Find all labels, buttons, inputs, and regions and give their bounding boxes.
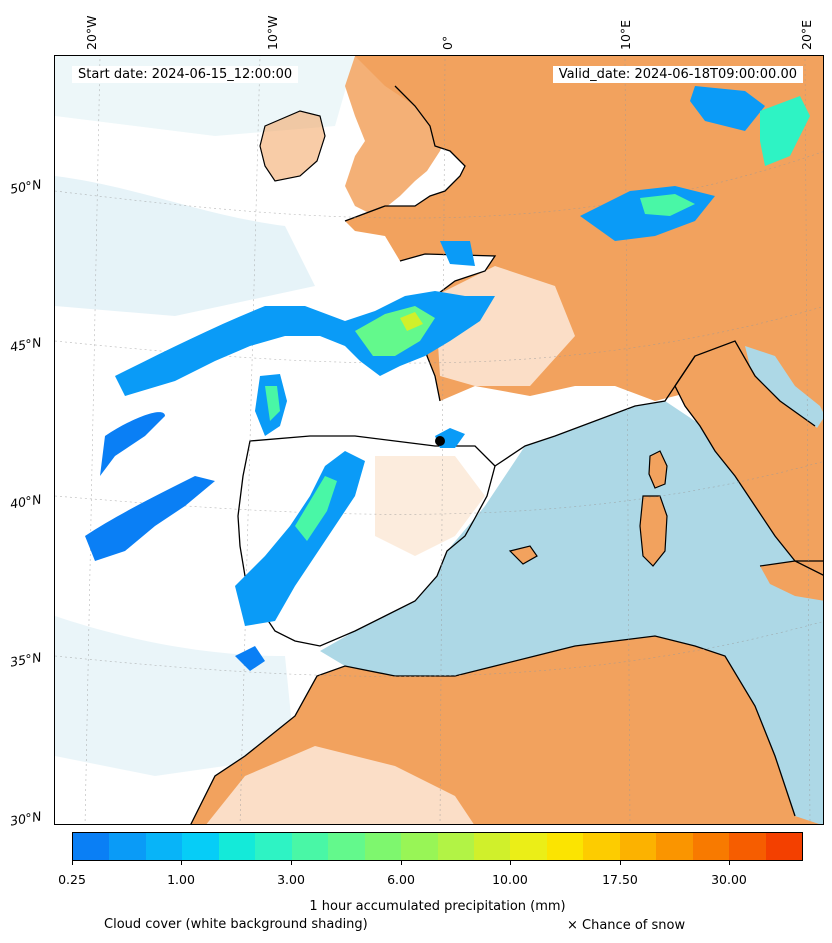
- lat-label-35n: 35°N: [8, 649, 43, 670]
- start-date-label: Start date: 2024-06-15_12:00:00: [72, 66, 299, 83]
- colorbar-swatch-16: [656, 833, 693, 860]
- precip-band-france-north: [440, 241, 475, 266]
- snow-chance-legend: × Chance of snow: [567, 918, 686, 933]
- precip-core-iberia: [295, 476, 337, 541]
- precip-core-galicia: [265, 386, 280, 421]
- lat-label-40n: 40°N: [8, 491, 43, 512]
- lon-label-10w: 10°W: [265, 15, 280, 50]
- precip-band-north-sea: [690, 86, 765, 131]
- valid-date-label: Valid_date: 2024-06-18T09:00:00.00: [552, 66, 803, 83]
- colorbar-swatch-11: [473, 833, 511, 860]
- lat-label-45n: 45°N: [8, 334, 43, 355]
- colorbar-swatch-5: [255, 833, 292, 860]
- colorbar-swatch-15: [619, 833, 657, 860]
- atlantic-cloud-shading: [55, 176, 315, 316]
- precip-band-morocco-coast: [235, 646, 265, 671]
- lon-label-10e: 10°E: [618, 19, 633, 50]
- britain-land: [345, 56, 455, 216]
- lon-label-0: 0°: [440, 35, 455, 50]
- precipitation-colorbar: [72, 832, 803, 861]
- colorbar-tick-label: 30.00: [711, 872, 747, 887]
- colorbar-swatch-19: [765, 833, 803, 860]
- colorbar-tickmark: [291, 861, 292, 865]
- sahara-cloud-shading: [206, 746, 474, 824]
- colorbar-tickmark: [72, 861, 73, 865]
- colorbar-swatch-0: [73, 833, 110, 860]
- precipitation-bands: [85, 86, 810, 671]
- precip-core-central-europe: [640, 194, 695, 216]
- colorbar-swatch-18: [729, 833, 766, 860]
- colorbar-swatch-7: [328, 833, 365, 860]
- sardinia-island: [640, 496, 667, 566]
- precip-band-iberia: [235, 451, 365, 626]
- colorbar-tick-label: 3.00: [277, 872, 305, 887]
- colorbar-tickmark: [510, 861, 511, 865]
- colorbar-tickmark: [729, 861, 730, 865]
- coastline-africa: [190, 635, 796, 824]
- coastline-islands: [259, 110, 823, 567]
- colorbar-swatch-8: [364, 833, 402, 860]
- cloud-cover-legend: Cloud cover (white background shading): [104, 917, 368, 932]
- map-panel: [54, 55, 824, 825]
- colorbar-tickmark: [401, 861, 402, 865]
- colorbar-swatch-3: [182, 833, 219, 860]
- colorbar-swatch-12: [510, 833, 547, 860]
- precip-core-biscay-2: [400, 312, 423, 331]
- colorbar-tick-label: 17.50: [602, 872, 638, 887]
- corsica-island: [649, 451, 667, 488]
- colorbar-tickmark: [620, 861, 621, 865]
- precip-band-portugal-west: [85, 476, 215, 561]
- colorbar-swatch-13: [546, 833, 584, 860]
- colorbar-swatch-17: [692, 833, 730, 860]
- lon-label-20w: 20°W: [84, 15, 99, 50]
- colorbar-swatch-14: [583, 833, 620, 860]
- coastline-italy: [674, 355, 823, 576]
- lat-label-50n: 50°N: [8, 176, 43, 197]
- colorbar-swatch-1: [109, 833, 146, 860]
- adriatic-sea: [745, 346, 823, 431]
- ireland-land: [260, 111, 325, 181]
- lon-label-20e: 20°E: [799, 19, 814, 50]
- snow-marker-cluster: [435, 436, 445, 446]
- colorbar-tick-label: 6.00: [387, 872, 415, 887]
- italy-land: [675, 341, 823, 575]
- map-canvas: [55, 56, 823, 824]
- colorbar-title: 1 hour accumulated precipitation (mm): [309, 899, 566, 914]
- colorbar-swatch-2: [145, 833, 183, 860]
- sicily-island: [760, 561, 823, 601]
- colorbar-tickmark: [181, 861, 182, 865]
- precip-band-baltic: [760, 96, 810, 166]
- colorbar-tick-label: 1.00: [167, 872, 195, 887]
- mediterranean-sea: [320, 401, 823, 824]
- colorbar-swatch-6: [291, 833, 329, 860]
- colorbar-swatch-9: [401, 833, 438, 860]
- iberia-cloud-detail: [375, 456, 485, 556]
- colorbar-tick-label: 10.00: [492, 872, 528, 887]
- lat-label-30n: 30°N: [8, 808, 43, 829]
- colorbar-swatch-10: [437, 833, 474, 860]
- colorbar-tick-label: 0.25: [58, 872, 86, 887]
- colorbar-swatch-4: [218, 833, 256, 860]
- precip-band-atlantic-west: [100, 412, 165, 476]
